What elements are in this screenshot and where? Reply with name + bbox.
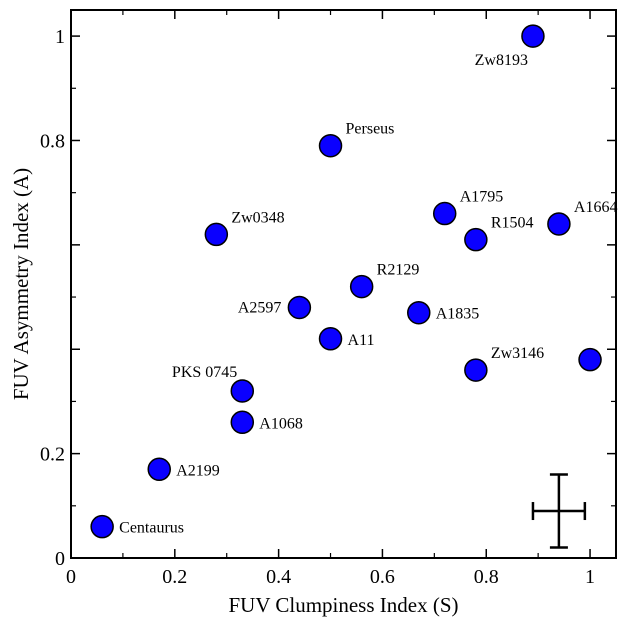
point-label: A1835 [436,306,480,323]
x-tick-label: 0 [66,566,76,588]
y-axis-title: FUV Asymmetry Index (A) [9,168,33,400]
point-label: Zw8193 [475,52,528,69]
x-tick-label: 0.6 [370,566,395,588]
point-label: R1504 [491,215,534,232]
point-label: R2129 [377,262,420,279]
point-label: A2597 [238,299,282,316]
data-point [230,410,255,435]
point-label: A2199 [176,462,220,479]
data-point [407,300,431,325]
data-point [464,358,488,382]
point-label: Zw0348 [231,209,284,226]
x-tick-label: 0.4 [266,566,291,588]
point-label: Centaurus [119,520,184,537]
y-tick-label: 0 [55,548,65,570]
x-axis-title: FUV Clumpiness Index (S) [228,593,458,617]
plot-frame-layer [70,9,617,559]
axis-ticks-layer: 0 0.2 0.4 0.6 0.8 1 0 0.2 0.8 1 [40,10,616,588]
point-label: Perseus [346,121,395,138]
data-point [464,227,488,252]
data-point [318,133,343,158]
data-point [147,457,171,482]
data-point [349,274,374,299]
data-point [547,212,571,236]
point-label: A1795 [460,189,504,206]
y-tick-label: 1 [55,26,65,48]
point-label: PKS 0745 [172,364,237,381]
data-point [318,327,343,351]
point-label: Zw3146 [491,345,544,362]
y-tick-label: 0.8 [40,130,65,152]
y-tick-label: 0.2 [40,444,65,466]
data-point [287,295,312,320]
data-point [204,222,229,247]
x-tick-label: 0.8 [474,566,499,588]
x-tick-label: 1 [585,566,595,588]
data-point [90,514,114,539]
plot-frame [70,9,617,559]
error-bar-layer [531,473,587,549]
data-point [578,347,602,372]
data-point [432,201,457,226]
point-label: A1664 [574,199,618,216]
point-label: A1068 [259,415,303,432]
data-point [521,24,545,48]
data-point [230,379,255,403]
data-points-layer: Zw8193 Perseus A1795 A1664 R1504 Zw0348 R2129 A… [90,24,618,539]
x-tick-label: 0.2 [162,566,187,588]
point-label: A11 [348,332,375,349]
